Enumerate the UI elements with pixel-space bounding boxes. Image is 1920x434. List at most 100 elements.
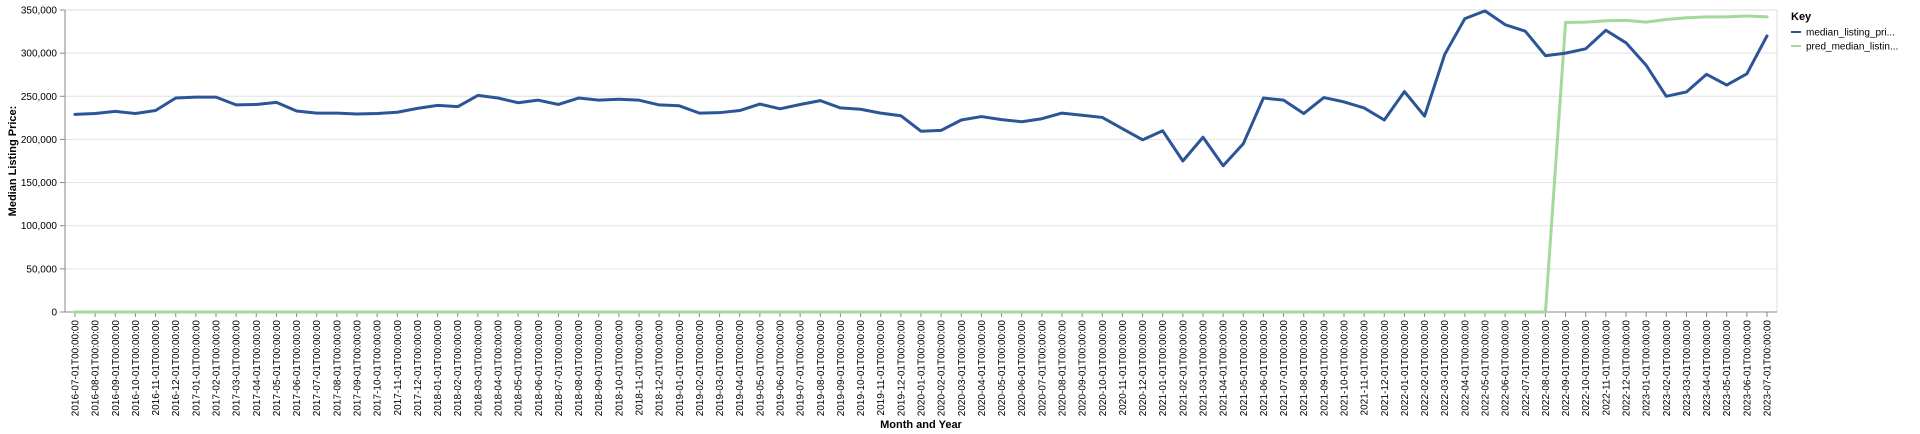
x-tick-label: 2022-08-01T00:00:00 bbox=[1541, 320, 1552, 417]
x-tick-label: 2017-10-01T00:00:00 bbox=[373, 320, 384, 417]
legend-label: pred_median_listin... bbox=[1806, 42, 1898, 53]
x-tick-label: 2019-10-01T00:00:00 bbox=[856, 320, 867, 417]
x-tick-label: 2017-11-01T00:00:00 bbox=[393, 320, 404, 416]
x-tick-label: 2022-11-01T00:00:00 bbox=[1601, 320, 1612, 416]
x-tick-label: 2017-06-01T00:00:00 bbox=[292, 320, 303, 417]
x-tick-label: 2019-06-01T00:00:00 bbox=[776, 320, 787, 417]
x-tick-label: 2017-09-01T00:00:00 bbox=[353, 320, 364, 417]
x-tick-label: 2016-12-01T00:00:00 bbox=[171, 320, 182, 417]
x-tick-label: 2019-01-01T00:00:00 bbox=[675, 320, 686, 417]
y-tick-label: 300,000 bbox=[21, 49, 58, 60]
x-tick-label: 2020-11-01T00:00:00 bbox=[1118, 320, 1129, 416]
x-tick-label: 2022-07-01T00:00:00 bbox=[1521, 320, 1532, 417]
x-tick-label: 2020-04-01T00:00:00 bbox=[977, 320, 988, 417]
x-tick-label: 2021-01-01T00:00:00 bbox=[1158, 320, 1169, 417]
x-tick-label: 2022-10-01T00:00:00 bbox=[1581, 320, 1592, 417]
x-tick-label: 2021-11-01T00:00:00 bbox=[1360, 320, 1371, 416]
x-tick-label: 2022-05-01T00:00:00 bbox=[1481, 320, 1492, 417]
x-tick-label: 2022-01-01T00:00:00 bbox=[1400, 320, 1411, 417]
x-tick-label: 2019-05-01T00:00:00 bbox=[755, 320, 766, 417]
x-tick-label: 2020-08-01T00:00:00 bbox=[1058, 320, 1069, 417]
x-tick-label: 2021-06-01T00:00:00 bbox=[1259, 320, 1270, 417]
x-tick-label: 2018-07-01T00:00:00 bbox=[554, 320, 565, 417]
y-tick-label: 200,000 bbox=[21, 135, 58, 146]
x-tick-label: 2020-03-01T00:00:00 bbox=[957, 320, 968, 417]
plot-frame bbox=[64, 9, 1778, 313]
x-tick-label: 2017-02-01T00:00:00 bbox=[212, 320, 223, 417]
x-axis: 2016-07-01T00:00:00 2016-08-01T00:00:00 20… bbox=[65, 311, 1777, 417]
series-layer bbox=[73, 9, 1769, 314]
x-tick-label: 2021-09-01T00:00:00 bbox=[1319, 320, 1330, 417]
x-tick-label: 2022-02-01T00:00:00 bbox=[1420, 320, 1431, 417]
x-tick-label: 2018-05-01T00:00:00 bbox=[514, 320, 525, 417]
x-tick-label: 2016-09-01T00:00:00 bbox=[111, 320, 122, 417]
x-tick-label: 2022-04-01T00:00:00 bbox=[1460, 320, 1471, 417]
x-tick-label: 2017-04-01T00:00:00 bbox=[252, 320, 263, 417]
series-line-0 bbox=[73, 9, 1769, 168]
x-tick-label: 2021-08-01T00:00:00 bbox=[1299, 320, 1310, 417]
plot-border bbox=[64, 9, 1778, 313]
x-tick-label: 2019-08-01T00:00:00 bbox=[816, 320, 827, 417]
y-tick-label: 150,000 bbox=[21, 178, 58, 189]
x-tick-label: 2019-04-01T00:00:00 bbox=[735, 320, 746, 417]
x-tick-label: 2019-09-01T00:00:00 bbox=[836, 320, 847, 417]
x-tick-label: 2021-02-01T00:00:00 bbox=[1178, 320, 1189, 417]
x-tick-label: 2022-09-01T00:00:00 bbox=[1561, 320, 1572, 417]
x-tick-label: 2017-01-01T00:00:00 bbox=[191, 320, 202, 417]
x-tick-label: 2018-02-01T00:00:00 bbox=[453, 320, 464, 417]
x-tick-label: 2017-07-01T00:00:00 bbox=[312, 320, 323, 417]
x-tick-label: 2020-12-01T00:00:00 bbox=[1138, 320, 1149, 417]
x-tick-label: 2016-10-01T00:00:00 bbox=[131, 320, 142, 417]
x-tick-label: 2017-05-01T00:00:00 bbox=[272, 320, 283, 417]
x-tick-label: 2018-01-01T00:00:00 bbox=[433, 320, 444, 417]
x-tick-label: 2020-05-01T00:00:00 bbox=[997, 320, 1008, 417]
x-tick-label: 2023-06-01T00:00:00 bbox=[1742, 320, 1753, 417]
x-tick-label: 2019-07-01T00:00:00 bbox=[796, 320, 807, 417]
x-tick-label: 2018-09-01T00:00:00 bbox=[594, 320, 605, 417]
x-tick-label: 2022-06-01T00:00:00 bbox=[1501, 320, 1512, 417]
x-tick-label: 2021-04-01T00:00:00 bbox=[1219, 320, 1230, 417]
series-line-1 bbox=[73, 14, 1769, 314]
x-tick-label: 2023-07-01T00:00:00 bbox=[1763, 320, 1774, 417]
x-tick-label: 2020-09-01T00:00:00 bbox=[1078, 320, 1089, 417]
x-tick-label: 2018-12-01T00:00:00 bbox=[655, 320, 666, 417]
x-tick-label: 2016-07-01T00:00:00 bbox=[71, 320, 82, 417]
x-tick-label: 2016-08-01T00:00:00 bbox=[91, 320, 102, 417]
x-axis-title: Month and Year bbox=[880, 419, 962, 431]
legend-label: median_listing_pri... bbox=[1806, 28, 1895, 39]
x-tick-label: 2020-07-01T00:00:00 bbox=[1037, 320, 1048, 417]
x-tick-label: 2021-07-01T00:00:00 bbox=[1279, 320, 1290, 417]
x-tick-label: 2022-12-01T00:00:00 bbox=[1622, 320, 1633, 417]
legend: Key median_listing_pri... pred_median_lis… bbox=[1791, 11, 1898, 53]
x-tick-label: 2019-12-01T00:00:00 bbox=[896, 320, 907, 417]
x-tick-label: 2023-04-01T00:00:00 bbox=[1702, 320, 1713, 417]
x-tick-label: 2022-03-01T00:00:00 bbox=[1440, 320, 1451, 417]
x-tick-label: 2020-06-01T00:00:00 bbox=[1017, 320, 1028, 417]
x-tick-label: 2023-02-01T00:00:00 bbox=[1662, 320, 1673, 417]
x-tick-label: 2021-12-01T00:00:00 bbox=[1380, 320, 1391, 417]
x-tick-label: 2023-03-01T00:00:00 bbox=[1682, 320, 1693, 417]
y-tick-label: 100,000 bbox=[21, 221, 58, 232]
x-tick-label: 2019-11-01T00:00:00 bbox=[876, 320, 887, 416]
x-tick-label: 2020-01-01T00:00:00 bbox=[917, 320, 928, 417]
x-tick-label: 2017-03-01T00:00:00 bbox=[232, 320, 243, 417]
y-tick-label: 350,000 bbox=[21, 6, 58, 17]
x-tick-label: 2020-10-01T00:00:00 bbox=[1098, 320, 1109, 417]
x-tick-label: 2017-12-01T00:00:00 bbox=[413, 320, 424, 417]
x-tick-label: 2018-04-01T00:00:00 bbox=[494, 320, 505, 417]
x-tick-label: 2023-01-01T00:00:00 bbox=[1642, 320, 1653, 417]
x-tick-label: 2018-11-01T00:00:00 bbox=[635, 320, 646, 416]
x-tick-label: 2023-05-01T00:00:00 bbox=[1722, 320, 1733, 417]
x-tick-label: 2019-02-01T00:00:00 bbox=[695, 320, 706, 417]
y-tick-label: 0 bbox=[51, 308, 57, 319]
x-tick-label: 2017-08-01T00:00:00 bbox=[332, 320, 343, 417]
x-tick-label: 2016-11-01T00:00:00 bbox=[151, 320, 162, 416]
x-tick-label: 2018-08-01T00:00:00 bbox=[574, 320, 585, 417]
x-tick-label: 2021-10-01T00:00:00 bbox=[1340, 320, 1351, 417]
grid-layer bbox=[65, 9, 1777, 313]
legend-title: Key bbox=[1791, 11, 1812, 23]
x-tick-label: 2019-03-01T00:00:00 bbox=[715, 320, 726, 417]
x-tick-label: 2018-06-01T00:00:00 bbox=[534, 320, 545, 417]
